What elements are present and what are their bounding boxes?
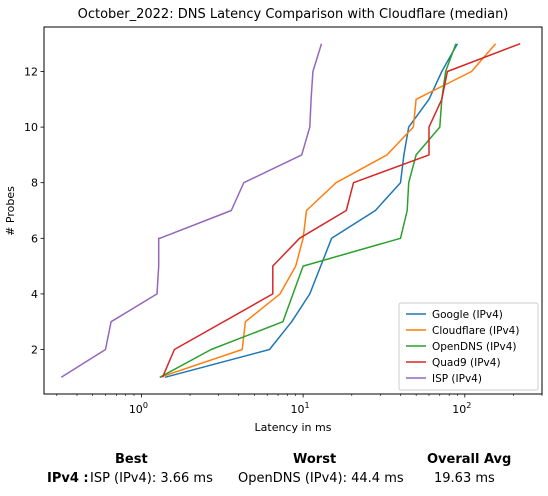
- plot-area: 2 4 6 8 10 12 100 101 102: [24, 26, 543, 416]
- y-tick-label: 2: [31, 344, 38, 357]
- plot-frame: [43, 26, 543, 395]
- series-line-4: [60, 43, 323, 378]
- legend: Google (IPv4) Cloudflare (IPv4) OpenDNS (I…: [398, 302, 539, 391]
- series-line-0: [164, 43, 459, 379]
- series-line-3: [161, 42, 521, 378]
- y-tick-label: 12: [24, 65, 38, 78]
- y-axis-label: # Probes: [4, 186, 17, 236]
- legend-label-0: Google (IPv4): [432, 309, 503, 321]
- y-tick-label: 10: [24, 121, 38, 134]
- y-tick-label: 6: [31, 232, 38, 245]
- legend-label-3: Quad9 (IPv4): [432, 357, 501, 369]
- legend-box: [398, 302, 539, 391]
- series-line-1: [159, 43, 497, 379]
- y-tick-label: 8: [31, 177, 38, 190]
- x-tick-label: 102: [452, 401, 471, 416]
- legend-label-4: ISP (IPv4): [432, 373, 482, 385]
- x-axis-label: Latency in ms: [255, 421, 332, 434]
- x-tick-label: 100: [129, 401, 148, 416]
- legend-label-2: OpenDNS (IPv4): [432, 341, 517, 353]
- x-tick-label: 101: [291, 401, 310, 416]
- chart-title: October_2022: DNS Latency Comparison wit…: [78, 7, 509, 22]
- y-tick-label: 4: [31, 288, 38, 301]
- legend-label-1: Cloudflare (IPv4): [432, 325, 519, 337]
